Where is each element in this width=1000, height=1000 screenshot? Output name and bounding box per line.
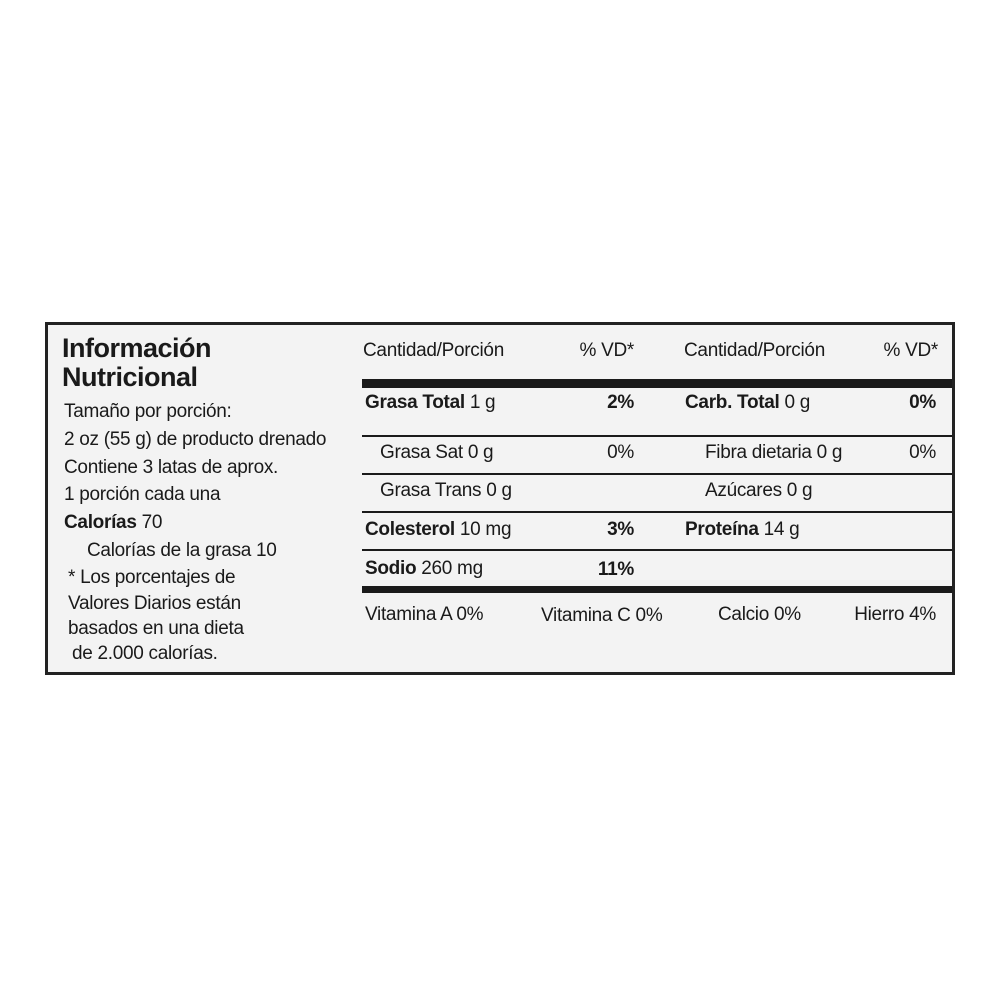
fat-calories: Calorías de la grasa 10 [87, 540, 277, 561]
nutrient-label: Proteína [685, 519, 759, 540]
nutrient-label: Grasa Total [365, 392, 465, 413]
calories-label: Calorías [64, 512, 137, 533]
title: Nutricional [62, 362, 198, 392]
nutrient-label: Grasa Trans 0 g [380, 480, 512, 501]
rule [362, 549, 952, 551]
column-header: Cantidad/Porción [363, 340, 504, 361]
nutrient-amount: 1 g [469, 392, 496, 413]
serving-line: Tamaño por porción: [64, 401, 232, 422]
nutrient-label: Azúcares 0 g [705, 480, 813, 501]
rule [362, 511, 952, 513]
thick-rule [362, 379, 952, 388]
footnote: * Los porcentajes de [68, 567, 236, 588]
nutrient-row: Colesterol 10 mg [365, 519, 512, 541]
serving-line: 1 porción cada una [64, 484, 221, 505]
daily-value: 0% [607, 442, 634, 463]
thick-rule [362, 586, 952, 593]
vitamin: Hierro 4% [854, 604, 936, 625]
column-header: Cantidad/Porción [684, 340, 825, 361]
column-header: % VD* [883, 340, 939, 361]
footnote: basados en una dieta [68, 618, 244, 639]
title: Información [62, 333, 212, 363]
footnote: Valores Diarios están [68, 593, 241, 614]
rule [362, 473, 952, 475]
nutrient-label: Sodio [365, 558, 417, 579]
nutrient-amount: 14 g [763, 519, 800, 540]
nutrient-amount: 10 mg [459, 519, 512, 540]
serving-line: Contiene 3 latas de aprox. [64, 457, 279, 478]
nutrient-row: Sodio 260 mg [365, 558, 483, 580]
nutrient-amount: 0 g [784, 392, 811, 413]
daily-value: 2% [607, 392, 634, 413]
daily-value: 3% [607, 519, 634, 540]
daily-value: 11% [597, 559, 634, 580]
daily-value: 0% [909, 442, 936, 463]
nutrient-label: Fibra dietaria 0 g [705, 442, 843, 463]
nutrient-label: Grasa Sat 0 g [380, 442, 494, 463]
nutrient-row: Proteína 14 g [685, 519, 800, 541]
nutrient-label: Carb. Total [685, 392, 780, 413]
vitamin: Vitamina C 0% [541, 605, 663, 626]
footnote: de 2.000 calorías. [72, 643, 218, 664]
vitamin: Calcio 0% [718, 604, 801, 625]
nutrient-label: Colesterol [365, 519, 455, 540]
serving-line: 2 oz (55 g) de producto drenado [64, 429, 327, 450]
calories: Calorías 70 [64, 512, 162, 534]
nutrient-row: Carb. Total 0 g [685, 392, 810, 414]
column-header: % VD* [579, 340, 635, 361]
nutrient-amount: 260 mg [421, 558, 483, 579]
nutrient-row: Grasa Total 1 g [365, 392, 496, 414]
vitamin: Vitamina A 0% [365, 604, 484, 625]
rule [362, 435, 952, 437]
daily-value: 0% [909, 392, 936, 413]
calories-value: 70 [141, 512, 163, 533]
